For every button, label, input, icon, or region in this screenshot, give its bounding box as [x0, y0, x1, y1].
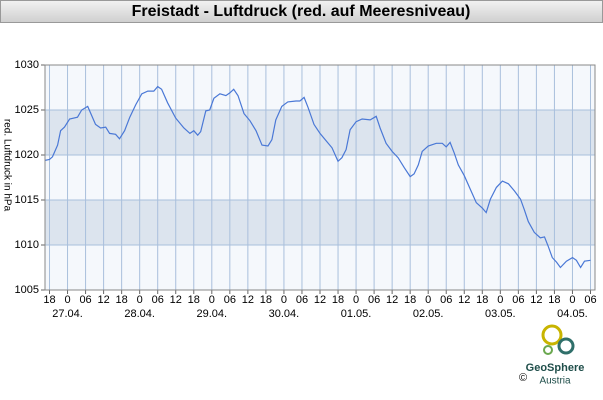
logo: GeoSphere Austria © [519, 324, 585, 387]
y-tick-label: 1010 [15, 239, 39, 251]
x-tick-label: 18 [116, 294, 128, 306]
x-tick-label: 12 [386, 294, 398, 306]
x-tick-label: 18 [404, 294, 416, 306]
y-tick-label: 1025 [15, 104, 39, 116]
x-tick-label: 12 [530, 294, 542, 306]
x-tick-label: 12 [314, 294, 326, 306]
x-tick-label: 06 [440, 294, 452, 306]
x-date-label: 04.05. [557, 308, 588, 320]
x-tick-label: 18 [260, 294, 272, 306]
x-tick-label: 0 [209, 294, 215, 306]
x-tick-label: 06 [79, 294, 91, 306]
y-tick-label: 1020 [15, 149, 39, 161]
logo-icon [541, 324, 563, 346]
data-line [44, 85, 591, 269]
y-tick-label: 1030 [15, 59, 39, 71]
y-tick-label: 1005 [15, 284, 39, 296]
x-tick-label: 12 [170, 294, 182, 306]
x-tick-label: 06 [224, 294, 236, 306]
x-tick-label: 06 [152, 294, 164, 306]
x-tick-label: 12 [458, 294, 470, 306]
y-axis-label: red. Luftdruck in hPa [1, 119, 12, 212]
x-tick-label: 18 [476, 294, 488, 306]
x-date-label: 01.05. [341, 308, 372, 320]
x-tick-label: 18 [43, 294, 55, 306]
x-tick-label: 18 [188, 294, 200, 306]
x-tick-label: 0 [137, 294, 143, 306]
copyright: © [519, 372, 527, 384]
logo-icon [543, 345, 553, 355]
x-date-label: 30.04. [269, 308, 300, 320]
x-tick-label: 0 [425, 294, 431, 306]
x-tick-label: 06 [512, 294, 524, 306]
x-tick-label: 06 [368, 294, 380, 306]
x-tick-label: 0 [497, 294, 503, 306]
x-tick-label: 0 [281, 294, 287, 306]
x-date-label: 28.04. [124, 308, 155, 320]
x-tick-label: 18 [548, 294, 560, 306]
x-tick-label: 0 [64, 294, 70, 306]
y-tick-label: 1015 [15, 194, 39, 206]
x-date-label: 29.04. [197, 308, 228, 320]
x-date-label: 27.04. [52, 308, 83, 320]
x-tick-label: 12 [97, 294, 109, 306]
chart-title: Freistadt - Luftdruck (red. auf Meeresni… [132, 3, 471, 20]
logo-icon [557, 337, 575, 355]
x-date-label: 02.05. [413, 308, 444, 320]
x-date-label: 03.05. [485, 308, 516, 320]
x-tick-label: 0 [569, 294, 575, 306]
logo-country: Austria [539, 376, 571, 387]
logo-name: GeoSphere [526, 362, 585, 374]
plot-area: 18 0 06 12 18 0 06 12 18 0 06 12 18 0 06 12 18 0 06 12 18 0 06… [15, 59, 597, 320]
x-tick-label: 06 [296, 294, 308, 306]
x-tick-label: 18 [332, 294, 344, 306]
plot-border [44, 64, 596, 291]
x-tick-label: 06 [584, 294, 596, 306]
x-tick-label: 0 [353, 294, 359, 306]
x-tick-label: 12 [242, 294, 254, 306]
